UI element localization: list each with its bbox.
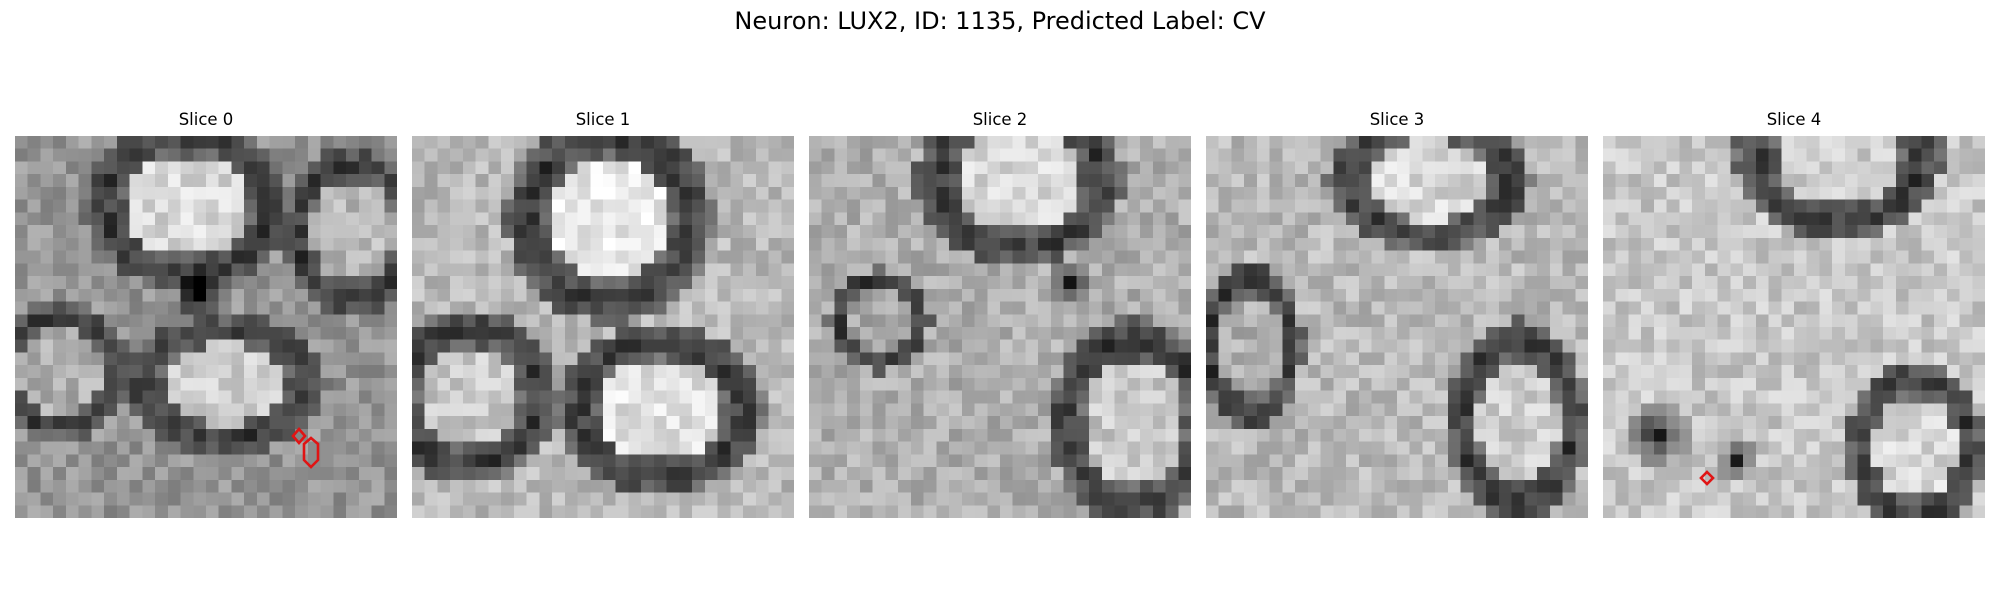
slice-image xyxy=(809,136,1191,518)
slice-title: Slice 0 xyxy=(178,110,234,129)
roi-markers xyxy=(1699,470,1715,486)
slice-title: Slice 1 xyxy=(575,110,631,129)
roi-markers xyxy=(291,427,320,469)
slice-image xyxy=(15,136,397,518)
slice-image xyxy=(1206,136,1588,518)
slice-panel-4: Slice 4 xyxy=(1603,108,1985,518)
roi-marker xyxy=(1699,470,1715,486)
slice-panel-2: Slice 2 xyxy=(809,108,1191,518)
slice-panel-1: Slice 1 xyxy=(412,108,794,518)
figure-title: Neuron: LUX2, ID: 1135, Predicted Label:… xyxy=(734,7,1266,35)
slice-image xyxy=(1603,136,1985,518)
slice-title: Slice 2 xyxy=(972,110,1028,129)
slice-panel-0: Slice 0 xyxy=(15,108,397,518)
slice-image xyxy=(412,136,794,518)
slice-title: Slice 4 xyxy=(1766,110,1822,129)
roi-marker xyxy=(302,436,320,469)
slice-panel-3: Slice 3 xyxy=(1206,108,1588,518)
slice-title: Slice 3 xyxy=(1369,110,1425,129)
roi-marker xyxy=(291,427,307,445)
